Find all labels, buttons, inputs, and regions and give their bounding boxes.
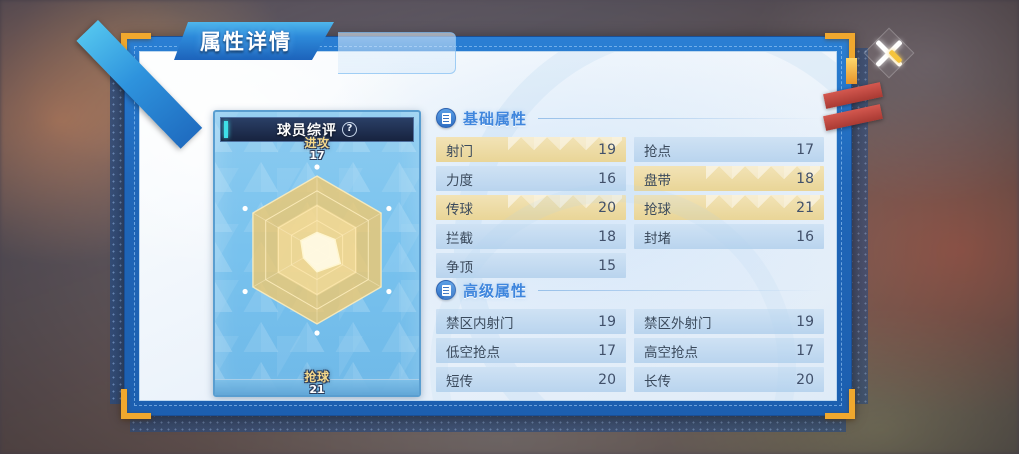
radar-card-title: 球员综评: [277, 122, 337, 139]
panel-frame-inner-dashes: [134, 46, 842, 406]
attribute-row[interactable]: 长传 20: [634, 367, 824, 392]
attribute-value: 18: [796, 170, 814, 187]
title-banner: 属性详情: [174, 22, 334, 60]
section-advanced-attributes: 高级属性 禁区内射门 19 禁区外射门 19 低空抢点 17 高空抢点 17 短传 20 长传 20: [436, 278, 824, 392]
attribute-row[interactable]: 抢点 17: [634, 137, 824, 162]
attribute-value: 15: [598, 257, 616, 274]
attribute-value: 20: [796, 371, 814, 388]
section-basic-attributes: 基础属性 射门 19 抢点 17 力度 16 盘带 18 传球 20 抢球 21 拦截 18 封堵 16 争顶 1…: [436, 106, 824, 278]
radar-axis-dot: [242, 205, 248, 212]
section-divider-rule: [538, 117, 824, 119]
attribute-row[interactable]: 低空抢点 17: [436, 338, 626, 363]
attribute-row-placeholder: [634, 253, 824, 278]
attribute-name: 高空抢点: [644, 344, 698, 361]
attribute-value: 20: [598, 199, 616, 216]
attribute-value: 19: [796, 313, 814, 330]
radar-axis-dot: [386, 205, 392, 212]
radar-card-footer-bar: [215, 379, 419, 395]
panel-frame: 球员综评 ? 进攻17传球20预判26抢球21争顶15盘带18 基础属性: [121, 33, 855, 419]
section-title: 高级属性: [463, 281, 528, 300]
attribute-grid-basic: 射门 19 抢点 17 力度 16 盘带 18 传球 20 抢球 21 拦截 18 封堵 16 争顶 15: [436, 137, 824, 278]
attribute-row[interactable]: 抢球 21: [634, 195, 824, 220]
attribute-row[interactable]: 传球 20: [436, 195, 626, 220]
attribute-row[interactable]: 短传 20: [436, 367, 626, 392]
attribute-name: 低空抢点: [446, 344, 500, 361]
help-icon[interactable]: ?: [342, 122, 357, 137]
section-header: 高级属性: [436, 278, 824, 302]
attribute-row[interactable]: 争顶 15: [436, 253, 626, 278]
attribute-grid-advanced: 禁区内射门 19 禁区外射门 19 低空抢点 17 高空抢点 17 短传 20 长传 20: [436, 309, 824, 392]
attribute-value: 19: [598, 141, 616, 158]
attribute-row[interactable]: 禁区内射门 19: [436, 309, 626, 334]
section-divider-rule: [538, 289, 824, 291]
attribute-name: 禁区内射门: [446, 315, 514, 332]
attribute-row[interactable]: 射门 19: [436, 137, 626, 162]
title-banner-shape: 属性详情: [174, 22, 334, 60]
attribute-value: 17: [796, 342, 814, 359]
corner-bracket-bottom-right: [825, 389, 855, 419]
attribute-name: 禁区外射门: [644, 315, 712, 332]
attribute-name: 抢球: [644, 201, 671, 218]
attribute-value: 21: [796, 199, 814, 216]
clipboard-icon: [436, 108, 456, 128]
attribute-name: 盘带: [644, 172, 671, 189]
attribute-details-panel: 球员综评 ? 进攻17传球20预判26抢球21争顶15盘带18 基础属性: [76, 20, 883, 432]
radar-card-header: 球员综评 ?: [220, 117, 414, 142]
attribute-value: 20: [598, 371, 616, 388]
close-button[interactable]: [863, 27, 915, 79]
attribute-name: 封堵: [644, 230, 671, 247]
attribute-name: 传球: [446, 201, 473, 218]
attribute-name: 拦截: [446, 230, 473, 247]
attribute-value: 16: [796, 228, 814, 245]
attribute-value: 19: [598, 313, 616, 330]
corner-bracket-top-right: [825, 33, 855, 63]
attribute-row[interactable]: 盘带 18: [634, 166, 824, 191]
cyan-accent-bar: [224, 121, 228, 138]
radar-axis-dot: [386, 288, 392, 295]
attribute-value: 17: [796, 141, 814, 158]
page-title: 属性详情: [200, 30, 292, 54]
attribute-row[interactable]: 力度 16: [436, 166, 626, 191]
section-title: 基础属性: [463, 109, 528, 128]
yellow-notch-decoration: [846, 58, 857, 84]
attribute-row[interactable]: 禁区外射门 19: [634, 309, 824, 334]
attribute-row[interactable]: 拦截 18: [436, 224, 626, 249]
attribute-name: 抢点: [644, 143, 671, 160]
attribute-name: 力度: [446, 172, 473, 189]
attribute-name: 长传: [644, 373, 671, 390]
attribute-name: 射门: [446, 143, 473, 160]
corner-bracket-bottom-left: [121, 389, 151, 419]
attribute-value: 18: [598, 228, 616, 245]
radar-chart: [242, 164, 392, 336]
title-banner-tail: [338, 32, 456, 74]
attribute-row[interactable]: 高空抢点 17: [634, 338, 824, 363]
radar-axis-dot: [242, 288, 248, 295]
radar-ring: [265, 190, 369, 310]
attribute-value: 17: [598, 342, 616, 359]
attribute-row[interactable]: 封堵 16: [634, 224, 824, 249]
attribute-name: 争顶: [446, 259, 473, 276]
panel-content-sheet: 球员综评 ? 进攻17传球20预判26抢球21争顶15盘带18 基础属性: [139, 51, 837, 401]
clipboard-icon: [436, 280, 456, 300]
attribute-name: 短传: [446, 373, 473, 390]
attribute-value: 16: [598, 170, 616, 187]
player-rating-radar-card: 球员综评 ? 进攻17传球20预判26抢球21争顶15盘带18: [213, 110, 421, 397]
section-header: 基础属性: [436, 106, 824, 130]
radar-axis-dot: [314, 330, 320, 336]
radar-axis-dot: [314, 164, 320, 170]
